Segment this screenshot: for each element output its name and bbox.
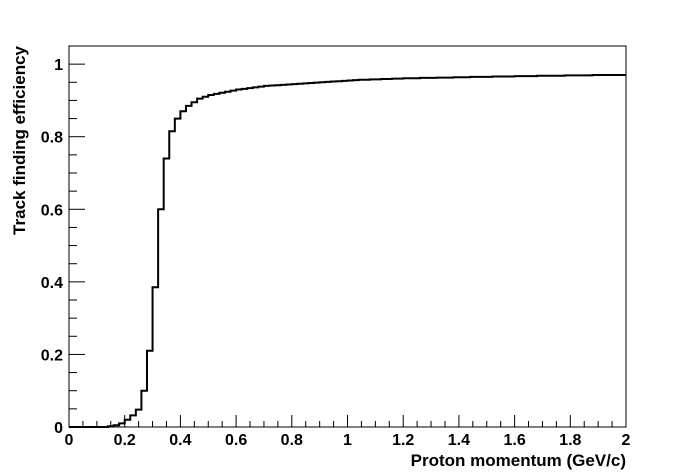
x-tick-label: 1 <box>343 432 352 449</box>
y-tick-label: 1 <box>54 57 63 74</box>
x-tick-label: 0 <box>65 432 74 449</box>
y-tick-label: 0 <box>54 420 63 437</box>
x-axis-title: Proton momentum (GeV/c) <box>411 451 626 470</box>
x-tick-label: 0.4 <box>169 432 191 449</box>
x-tick-label: 0.2 <box>114 432 136 449</box>
x-tick-label: 1.2 <box>392 432 414 449</box>
y-tick-label: 0.2 <box>41 347 63 364</box>
efficiency-series-line <box>69 74 626 428</box>
y-tick-label: 0.8 <box>41 130 63 147</box>
y-tick-label: 0.4 <box>41 275 63 292</box>
y-tick-label: 0.6 <box>41 202 63 219</box>
axis-ticks <box>68 45 627 428</box>
x-tick-label: 0.6 <box>225 432 247 449</box>
x-tick-label: 2 <box>622 432 631 449</box>
plot-frame <box>68 45 627 428</box>
y-axis-title: Track finding efficiency <box>10 45 29 234</box>
x-tick-label: 1.4 <box>448 432 470 449</box>
x-tick-label: 1.6 <box>503 432 525 449</box>
x-tick-label: 1.8 <box>559 432 581 449</box>
x-tick-labels: 0 0.2 0.4 0.6 0.8 1 1.2 1.4 1.6 1.8 2 <box>65 432 631 449</box>
x-tick-label: 0.8 <box>281 432 303 449</box>
y-tick-labels: 0 0.2 0.4 0.6 0.8 1 <box>41 57 63 437</box>
